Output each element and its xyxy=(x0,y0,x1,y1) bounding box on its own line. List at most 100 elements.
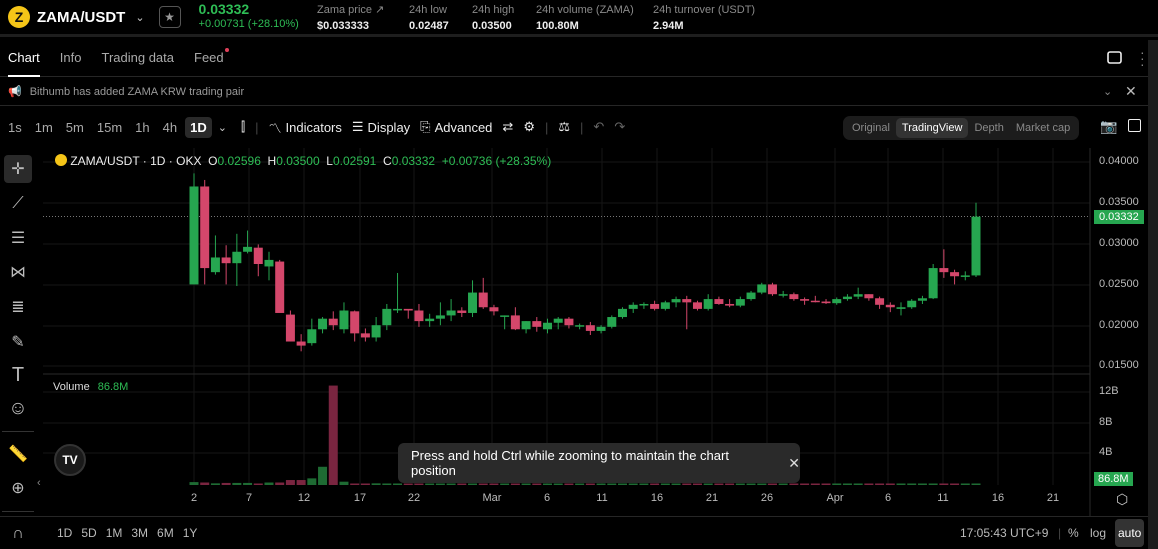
axis-settings-icon[interactable]: ⬡ xyxy=(1116,491,1129,507)
zoom-in-icon[interactable]: ⊕ xyxy=(11,480,25,497)
log-scale-toggle[interactable]: log xyxy=(1090,526,1107,540)
tab-feed-label: Feed xyxy=(194,49,224,65)
last-price: 0.03332 xyxy=(198,1,250,17)
range-1y[interactable]: 1Y xyxy=(182,526,198,540)
time-axis-label: 6 xyxy=(543,492,551,504)
bottom-bar: 1D 5D 1M 3M 6M 1Y 17:05:43 UTC+9 | % log… xyxy=(0,516,1148,549)
pair-name[interactable]: ZAMA/USDT xyxy=(37,8,126,26)
view-market-cap[interactable]: Market cap xyxy=(1015,122,1071,134)
settings-gear-icon[interactable]: ⚙ xyxy=(523,119,535,134)
time-axis-label: 17 xyxy=(353,492,367,504)
tradingview-logo-icon[interactable]: TV xyxy=(54,444,86,476)
tab-info[interactable]: Info xyxy=(59,49,82,65)
price-change: +0.00731 (+28.10%) xyxy=(198,18,299,30)
undo-icon[interactable]: ↶ xyxy=(593,119,605,134)
timeframe-4h[interactable]: 4h xyxy=(162,119,178,135)
timeframe-1s[interactable]: 1s xyxy=(8,119,22,135)
trend-line-icon[interactable]: ⟋ xyxy=(12,195,24,212)
drawing-toolbar: ✛ ⟋ ☰ ⋈ ≣ ✎ T ☺ 📏 ⊕ ∩ xyxy=(0,148,36,549)
expand-chevron-icon[interactable]: ⌄ xyxy=(1103,86,1113,98)
redo-icon[interactable]: ↷ xyxy=(614,119,626,134)
timeframe-5m[interactable]: 5m xyxy=(65,119,84,135)
current-price-tag: 0.03332 xyxy=(1094,210,1144,224)
time-axis-label: 22 xyxy=(407,492,421,504)
advanced-button[interactable]: ⎘ Advanced xyxy=(420,119,492,135)
price-box: 0.03332 +0.00731 (+28.10%) xyxy=(199,2,299,32)
legend-high: 0.03500 xyxy=(276,154,320,168)
scrollbar-track[interactable] xyxy=(1148,40,1158,549)
chart-legend: ZAMA/USDT · 1D · OKX O0.02596 H0.03500 L… xyxy=(55,154,551,168)
indicators-label: Indicators xyxy=(285,119,342,135)
timeframe-15m[interactable]: 15m xyxy=(96,119,123,135)
compare-scale-icon[interactable]: ⚖ xyxy=(558,119,571,134)
close-toast-icon[interactable]: ✕ xyxy=(788,454,800,471)
indicators-button[interactable]: 〽 Indicators xyxy=(269,118,342,137)
timezone-clock[interactable]: 17:05:43 UTC+9 xyxy=(960,526,1049,540)
time-axis-label: 11 xyxy=(937,492,949,504)
magnet-icon[interactable]: ∩ xyxy=(12,525,24,542)
horizontal-lines-icon[interactable]: ☰ xyxy=(10,230,26,247)
display-label: Display xyxy=(367,119,411,135)
time-axis-label: 7 xyxy=(245,492,253,504)
timeframe-1m[interactable]: 1m xyxy=(34,119,53,135)
toast-text: Press and hold Ctrl while zooming to mai… xyxy=(411,448,729,478)
tab-chart[interactable]: Chart xyxy=(8,40,40,77)
time-axis-label: 6 xyxy=(884,492,892,504)
divider: | xyxy=(544,119,549,135)
stat-1: 24h low 0.02487 xyxy=(409,2,449,34)
volume-legend: Volume 86.8M xyxy=(53,381,128,393)
more-menu-icon[interactable]: · · · xyxy=(1140,44,1145,72)
stat-value: 100.80M xyxy=(536,20,579,32)
layout-window-icon[interactable] xyxy=(1107,51,1122,64)
fullscreen-icon[interactable] xyxy=(1128,119,1141,132)
camera-screenshot-icon[interactable]: 📷 xyxy=(1100,118,1118,134)
range-5d[interactable]: 5D xyxy=(81,526,97,540)
view-original[interactable]: Original xyxy=(852,122,890,134)
ruler-icon[interactable]: 📏 xyxy=(8,446,28,463)
text-tool-icon[interactable]: T xyxy=(11,363,25,386)
template-icon[interactable]: ⇄ xyxy=(502,119,514,134)
price-axis-label: 0.04000 xyxy=(1099,155,1139,167)
candle-type-icon[interactable]: ⫿ xyxy=(240,119,246,134)
price-axis-label: 0.01500 xyxy=(1099,359,1139,371)
brush-icon[interactable]: ✎ xyxy=(11,334,25,351)
stat-label: 24h low xyxy=(409,4,447,16)
star-icon: ★ xyxy=(164,10,175,24)
ticker-header: Z ZAMA/USDT ⌄ ★ 0.03332 +0.00731 (+28.10… xyxy=(0,0,1158,37)
collapse-toolbar-chevron-icon[interactable]: ‹ xyxy=(37,477,41,489)
crosshair-icon[interactable]: ✛ xyxy=(4,155,32,183)
zama-logo-icon: Z xyxy=(8,6,30,28)
advanced-label: Advanced xyxy=(434,119,493,135)
view-depth[interactable]: Depth xyxy=(974,122,1004,134)
pattern-tool-icon[interactable]: ⋈ xyxy=(10,264,26,281)
range-1d[interactable]: 1D xyxy=(57,526,73,540)
close-announcement-icon[interactable]: ✕ xyxy=(1125,83,1137,99)
tab-trading-data[interactable]: Trading data xyxy=(101,49,174,65)
auto-scale-toggle[interactable]: auto xyxy=(1115,519,1145,547)
timeframe-dropdown-chevron-icon[interactable]: ⌄ xyxy=(217,121,227,134)
emoji-icon[interactable]: ☺ xyxy=(8,398,28,419)
divider xyxy=(2,431,34,432)
range-3m[interactable]: 3M xyxy=(131,526,149,540)
range-1m[interactable]: 1M xyxy=(105,526,123,540)
timeframe-1d[interactable]: 1D xyxy=(185,116,212,138)
time-axis-label: 12 xyxy=(297,492,311,504)
favorite-star-button[interactable]: ★ xyxy=(158,6,181,28)
announcement-bar: 📢 Bithumb has added ZAMA KRW trading pai… xyxy=(0,78,1148,106)
stat-3: 24h volume (ZAMA) 100.80M xyxy=(536,2,634,34)
timeframe-1h[interactable]: 1h xyxy=(135,119,150,135)
divider: | xyxy=(1058,526,1062,540)
current-volume-tag: 86.8M xyxy=(1094,472,1133,486)
advanced-icon: ⎘ xyxy=(420,119,431,134)
display-button[interactable]: ☰ Display xyxy=(352,119,410,135)
legend-close: 0.03332 xyxy=(391,154,436,168)
fib-tool-icon[interactable]: ≣ xyxy=(11,299,25,316)
view-tradingview[interactable]: TradingView xyxy=(895,118,969,138)
announcement-text[interactable]: Bithumb has added ZAMA KRW trading pair xyxy=(29,85,245,98)
pair-dropdown-chevron-icon[interactable]: ⌄ xyxy=(135,11,145,24)
tab-feed[interactable]: Feed xyxy=(194,40,229,77)
percent-scale-toggle[interactable]: % xyxy=(1068,526,1079,540)
time-axis-label: 16 xyxy=(991,492,1005,504)
range-6m[interactable]: 6M xyxy=(157,526,174,540)
